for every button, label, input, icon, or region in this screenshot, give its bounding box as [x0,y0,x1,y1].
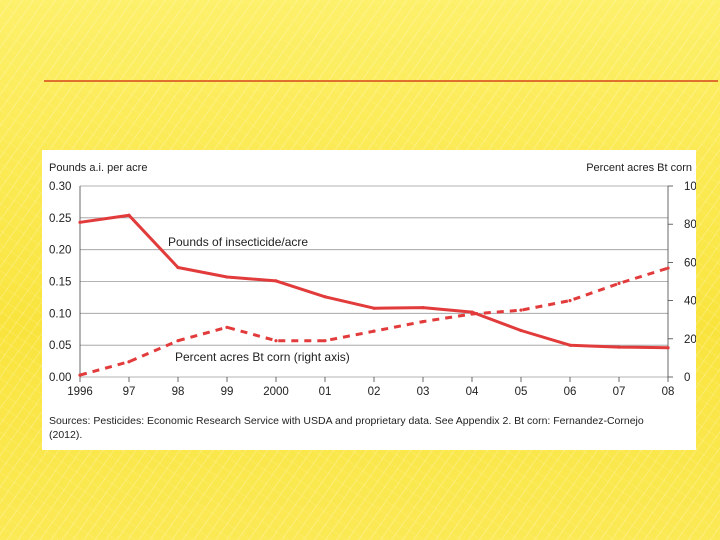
right-tick-label: 40 [684,296,696,308]
data-point [225,275,229,279]
x-tick-label: 04 [466,386,479,398]
data-point [127,360,131,364]
line-chart: Pounds a.i. per acre Percent acres Bt co… [49,162,696,398]
left-tick-label: 0.30 [49,181,71,193]
dashed-series-annotation: Percent acres Bt corn (right axis) [175,350,350,364]
data-point [323,339,327,343]
data-point [666,266,670,270]
title-accent-rule [44,80,718,82]
right-tick-label: 60 [684,257,696,269]
data-point [470,312,474,316]
data-point [274,279,278,283]
right-axis-title: Percent acres Bt corn [586,162,692,174]
right-tick-label: 0 [684,372,690,384]
source-note: Sources: Pesticides: Economic Research S… [49,415,644,441]
data-point [617,345,621,349]
x-tick-label: 01 [319,386,332,398]
x-tick-label: 1996 [67,386,93,398]
data-point [519,328,523,333]
x-tick-label: 99 [221,386,234,398]
x-tick-label: 98 [172,386,185,398]
x-tick-label: 07 [613,386,626,398]
left-axis-title: Pounds a.i. per acre [49,162,147,174]
data-point [372,329,376,333]
x-tick-label: 97 [123,386,136,398]
data-point [372,306,376,310]
data-point [617,281,621,286]
x-tick-label: 2000 [263,386,289,398]
data-point [421,306,425,310]
data-point [225,325,229,329]
x-tick-label: 02 [368,386,381,398]
chart-figure: Pounds a.i. per acre Percent acres Bt co… [42,150,696,450]
left-axis-ticks: 0.00 0.05 0.10 0.15 0.20 0.25 0.30 [49,181,71,384]
solid-series-annotation: Pounds of insecticide/acre [168,235,308,249]
right-tick-label: 80 [684,219,696,231]
x-tick-label: 08 [662,386,675,398]
series-line-bt-corn-percent [79,266,669,377]
data-point [176,339,180,343]
left-tick-label: 0.05 [49,340,71,352]
left-tick-label: 0.00 [49,372,71,384]
left-tick-label: 0.10 [49,308,71,320]
x-tick-label: 05 [515,386,528,398]
x-tick-label: 03 [417,386,430,398]
series-layer [78,213,670,377]
data-point [127,213,131,217]
data-point [78,373,82,377]
data-point [666,346,670,350]
right-tick-label: 100 [684,181,696,193]
data-point [323,295,327,299]
x-axis-ticks: 1996 97 98 99 2000 01 02 03 04 05 06 07 08 [67,377,674,398]
data-point [274,339,278,343]
data-point [421,320,425,324]
right-axis-ticks: 0 20 40 60 80 100 [668,181,696,384]
left-tick-label: 0.25 [49,213,71,225]
left-tick-label: 0.20 [49,245,71,257]
data-point [568,299,572,303]
gridlines [79,185,669,378]
data-point [78,220,82,224]
right-tick-label: 20 [684,334,696,346]
left-tick-label: 0.15 [49,277,71,289]
x-tick-label: 06 [564,386,577,398]
data-point [568,343,572,347]
data-point [519,308,523,312]
data-point [176,265,180,270]
